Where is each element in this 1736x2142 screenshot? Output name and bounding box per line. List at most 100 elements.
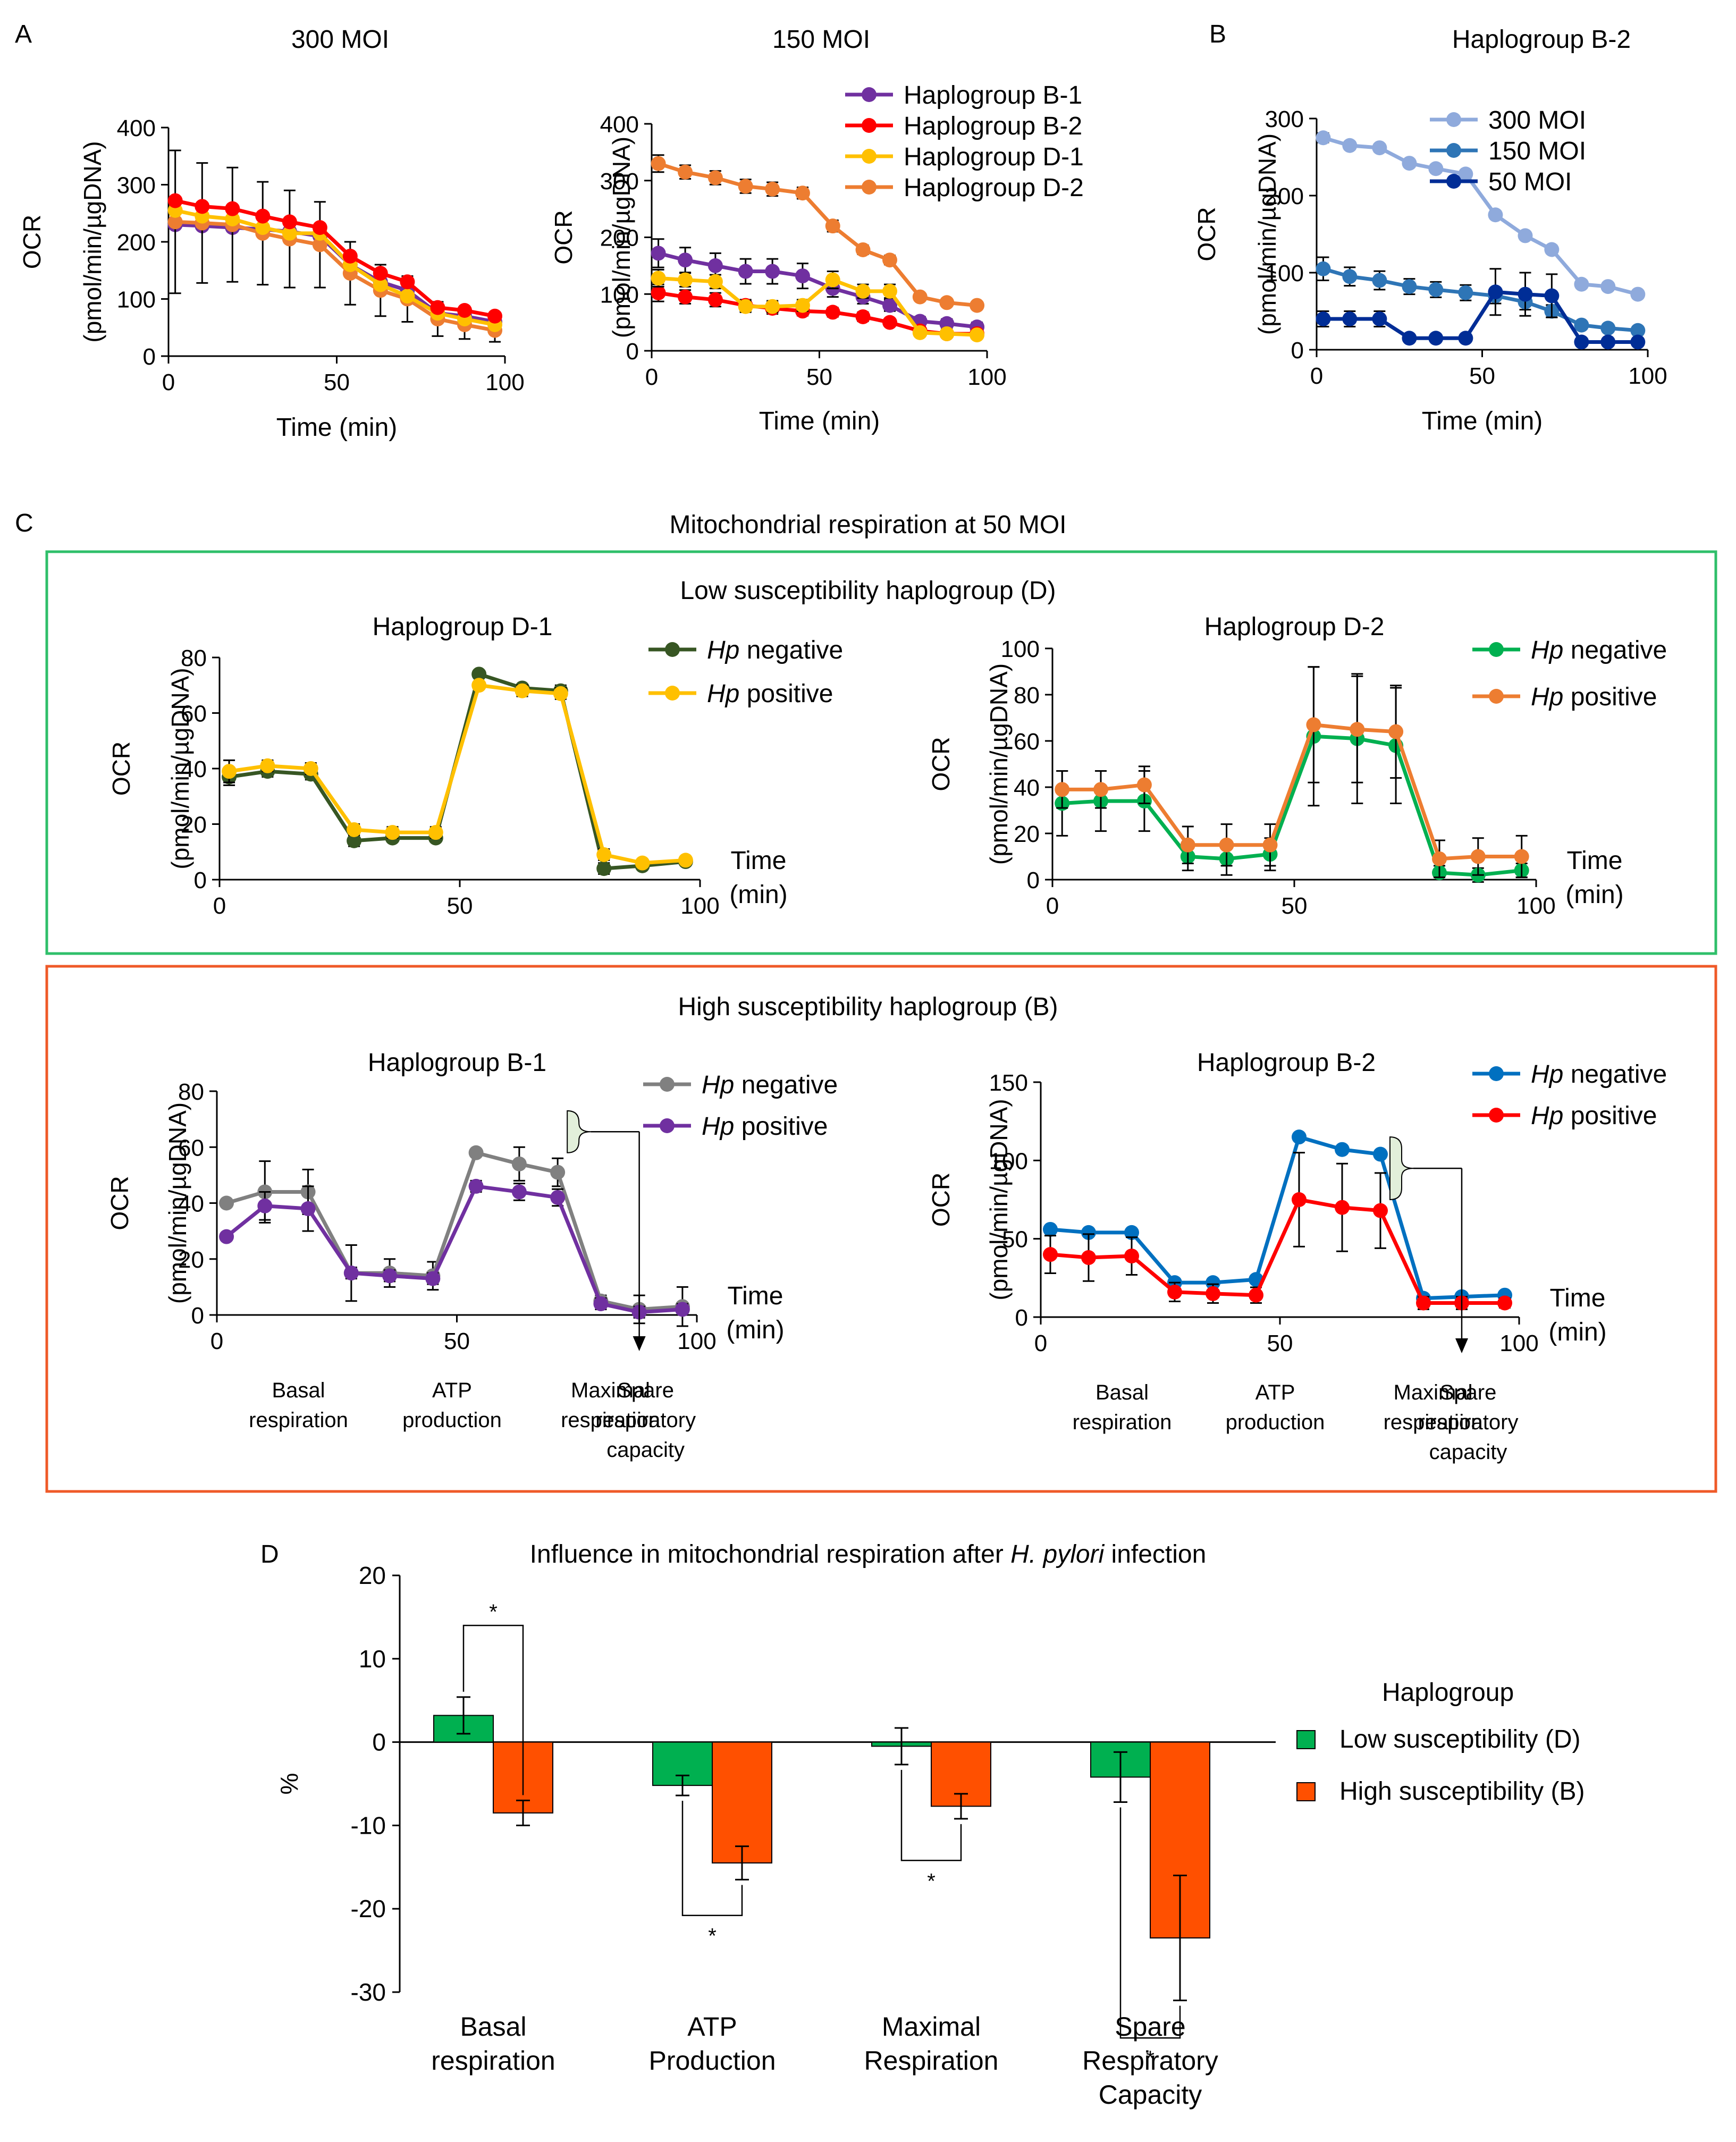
- data-point: [400, 274, 415, 290]
- y-tick-label: 200: [1265, 183, 1304, 209]
- y-tick-label: 300: [117, 173, 156, 199]
- data-point: [765, 181, 780, 197]
- category-label: Respiratory: [1082, 2046, 1218, 2076]
- data-point: [912, 289, 928, 305]
- y-tick-label: 100: [600, 282, 639, 308]
- significance-star: *: [489, 1600, 498, 1624]
- data-point: [738, 264, 753, 279]
- series-line: [1323, 290, 1638, 344]
- data-point: [255, 220, 271, 235]
- legend-label: High susceptibility (B): [1339, 1777, 1585, 1806]
- y-tick-label: 80: [1014, 682, 1040, 709]
- data-point: [1342, 311, 1358, 326]
- data-point: [219, 1229, 234, 1244]
- phase-label: capacity: [606, 1438, 685, 1462]
- legend-status: positive: [734, 1112, 828, 1141]
- series-line: [229, 671, 686, 871]
- data-point: [1081, 1225, 1096, 1240]
- y-axis-label: OCR: [927, 1173, 955, 1227]
- bar-high: [712, 1741, 772, 1863]
- data-point: [825, 218, 840, 234]
- data-point: [471, 667, 487, 682]
- data-point: [511, 1156, 527, 1171]
- legend-label: Haplogroup D-2: [904, 174, 1084, 202]
- data-point: [1335, 1142, 1350, 1157]
- x-axis-label: Time: [1550, 1284, 1606, 1312]
- significance-bracket: *: [900, 1769, 962, 1893]
- data-point: [282, 225, 297, 241]
- data-point: [939, 326, 955, 341]
- series-haplogroup-b-1: [651, 238, 985, 335]
- data-point: [550, 1190, 566, 1205]
- category-label: Maximal: [882, 2012, 981, 2042]
- data-point: [222, 764, 237, 779]
- legend-status: negative: [1563, 636, 1667, 664]
- phase-label: respiration: [561, 1409, 660, 1432]
- legend-swatch-marker: [862, 118, 877, 133]
- y-tick-label: 300: [1265, 106, 1304, 132]
- legend-title: Haplogroup: [1382, 1679, 1514, 1707]
- phase-label: respiratory: [595, 1409, 696, 1432]
- legend-hp: Hp: [707, 636, 739, 664]
- chart-title-part: Influence in mitochondrial respiration a…: [530, 1540, 1010, 1568]
- x-tick-label: 50: [1469, 363, 1495, 389]
- legend-label: Hp positive: [702, 1112, 828, 1141]
- x-tick-label: 0: [1310, 363, 1323, 389]
- data-point: [1402, 156, 1417, 171]
- data-point: [596, 861, 612, 876]
- category-group: [652, 1741, 772, 1880]
- phase-label: respiration: [1073, 1411, 1172, 1434]
- data-point: [1206, 1286, 1220, 1301]
- phase-label: respiration: [249, 1409, 348, 1432]
- y-tick-label: 80: [181, 645, 207, 671]
- chart-c-haplogroup-d1: Haplogroup D-1 0 20 40 60 80 0 50 100 OCR (pmol/mi…: [107, 613, 843, 919]
- y-axis-label: OCR: [18, 215, 46, 269]
- data-point: [795, 298, 810, 313]
- data-point: [1043, 1247, 1058, 1262]
- legend-label: Haplogroup B-2: [904, 112, 1082, 140]
- data-point: [1458, 285, 1473, 300]
- data-point: [167, 193, 183, 208]
- data-point: [1402, 279, 1417, 294]
- data-point: [678, 272, 693, 288]
- y-tick-label: 60: [181, 701, 207, 727]
- x-tick-label: 0: [210, 1328, 223, 1354]
- data-point: [1373, 1146, 1388, 1162]
- data-point: [765, 299, 780, 314]
- legend-status: negative: [1563, 1060, 1667, 1089]
- y-axis-label: (pmol/min/µgDNA): [608, 137, 635, 338]
- data-point: [1432, 851, 1447, 866]
- data-point: [651, 156, 666, 171]
- y-axis-label: (pmol/min/µgDNA): [79, 141, 106, 342]
- x-axis-label: Time: [728, 1282, 783, 1310]
- x-tick-label: 0: [645, 364, 658, 390]
- data-point: [678, 853, 693, 868]
- data-point: [738, 299, 753, 314]
- y-tick-label: 40: [1014, 775, 1040, 801]
- category-label: Respiration: [864, 2046, 999, 2076]
- y-tick-label: -30: [351, 1978, 386, 2006]
- legend-status: positive: [739, 680, 833, 708]
- category-label: Capacity: [1099, 2080, 1202, 2110]
- data-point: [385, 825, 400, 840]
- legend-label: Haplogroup D-1: [904, 143, 1084, 171]
- x-axis-label: (min): [729, 881, 787, 909]
- data-point: [425, 1271, 441, 1286]
- data-point: [1350, 722, 1365, 737]
- legend-label: 300 MOI: [1488, 106, 1586, 134]
- data-point: [550, 1165, 566, 1180]
- data-point: [1219, 837, 1234, 853]
- y-tick-label: 60: [178, 1135, 204, 1161]
- legend-label: Hp positive: [1531, 1102, 1657, 1130]
- legend-b: 300 MOI 150 MOI 50 MOI: [1430, 106, 1586, 196]
- spare-capacity-bracket: [567, 1110, 591, 1153]
- series-line: [658, 251, 977, 329]
- data-point: [1470, 849, 1486, 864]
- x-tick-label: 50: [324, 369, 350, 395]
- legend-swatch-marker: [862, 87, 877, 102]
- data-point: [707, 170, 723, 185]
- y-axis-label: (pmol/min/µgDNA): [164, 1102, 191, 1304]
- series-haplogroup-b-2: [167, 193, 503, 324]
- data-point: [855, 309, 871, 324]
- legend-label: Low susceptibility (D): [1339, 1725, 1580, 1753]
